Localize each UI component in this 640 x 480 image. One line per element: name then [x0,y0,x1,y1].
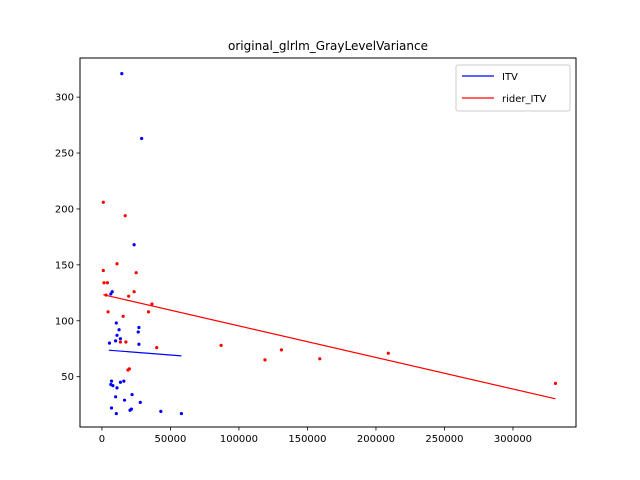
rider-itv-point [104,293,108,297]
rider-itv-point [101,200,105,204]
chart-title: original_glrlm_GrayLevelVariance [228,39,428,53]
rider-itv-point [146,310,151,314]
x-tick-label: 300000 [494,434,532,445]
rider-itv-point [150,302,154,306]
rider-itv-point [134,271,138,275]
rider-itv-point [386,351,390,355]
x-tick-label: 250000 [425,434,463,445]
rider-itv-point [263,358,267,362]
itv-point [115,333,119,337]
itv-point [109,379,114,383]
itv-point [114,411,118,416]
itv-point [109,406,114,410]
rider-itv-point [124,340,128,344]
rider-itv-point [106,310,110,314]
rider-itv-point [553,381,558,385]
legend: ITV rider_ITV [455,64,571,112]
rider-itv-point [279,348,284,352]
itv-point [120,72,124,76]
rider-itv-point [105,281,110,285]
itv-point [132,243,136,247]
y-tick-label: 50 [61,372,74,383]
rider-itv-point [101,268,105,273]
y-tick-label: 250 [55,149,74,160]
x-tick-label: 200000 [357,434,395,445]
y-tick-label: 100 [55,316,74,327]
plot-area-frame [79,57,577,428]
itv-point [137,342,141,346]
itv-point [122,398,127,402]
itv-point [130,392,134,397]
y-tick-label: 300 [55,93,74,104]
itv-point [138,400,142,404]
rider-itv-point [132,290,136,294]
y-tick-label: 150 [55,260,74,271]
rider-itv-point [318,357,322,361]
x-tick-label: 0 [99,434,105,445]
rider-itv-point [118,340,123,344]
trend-lines [103,294,556,400]
itv-point [114,395,118,399]
legend-label-itv: ITV [502,72,518,83]
itv-point [136,330,140,334]
x-tick-label: 100000 [220,434,258,445]
rider-itv-point [126,368,130,372]
itv-point [109,292,113,296]
x-tick-label: 150000 [288,434,326,445]
legend-label-rider-itv: rider_ITV [502,94,547,105]
x-tick-label: 50000 [155,434,187,445]
data-points [101,72,558,416]
itv-point [107,341,112,345]
rider-itv-point [115,262,119,266]
rider-itv-point [102,281,106,285]
y-tick-label: 200 [55,204,74,215]
itv-point [122,379,126,383]
itv-point [118,380,123,384]
itv-point [140,136,144,141]
itv-fit-line [108,349,182,357]
itv-point [117,328,121,332]
rider-itv-point [219,343,223,347]
itv-point [179,411,183,416]
itv-point [137,325,141,330]
rider-itv-point [123,214,127,218]
rider-itv-point [127,294,131,298]
rider-itv-point [121,314,125,318]
itv-point [118,337,123,341]
rider-itv-point [155,346,159,350]
itv-point [114,339,118,343]
itv-point [115,386,119,390]
rider-itv-fit-line [103,294,556,400]
itv-point [114,321,118,325]
itv-point [128,408,132,412]
axis-ticks: 0 50000 100000 150000 200000 250000 300000 50 10… [55,93,532,445]
itv-point [111,384,115,388]
itv-point [159,409,163,413]
